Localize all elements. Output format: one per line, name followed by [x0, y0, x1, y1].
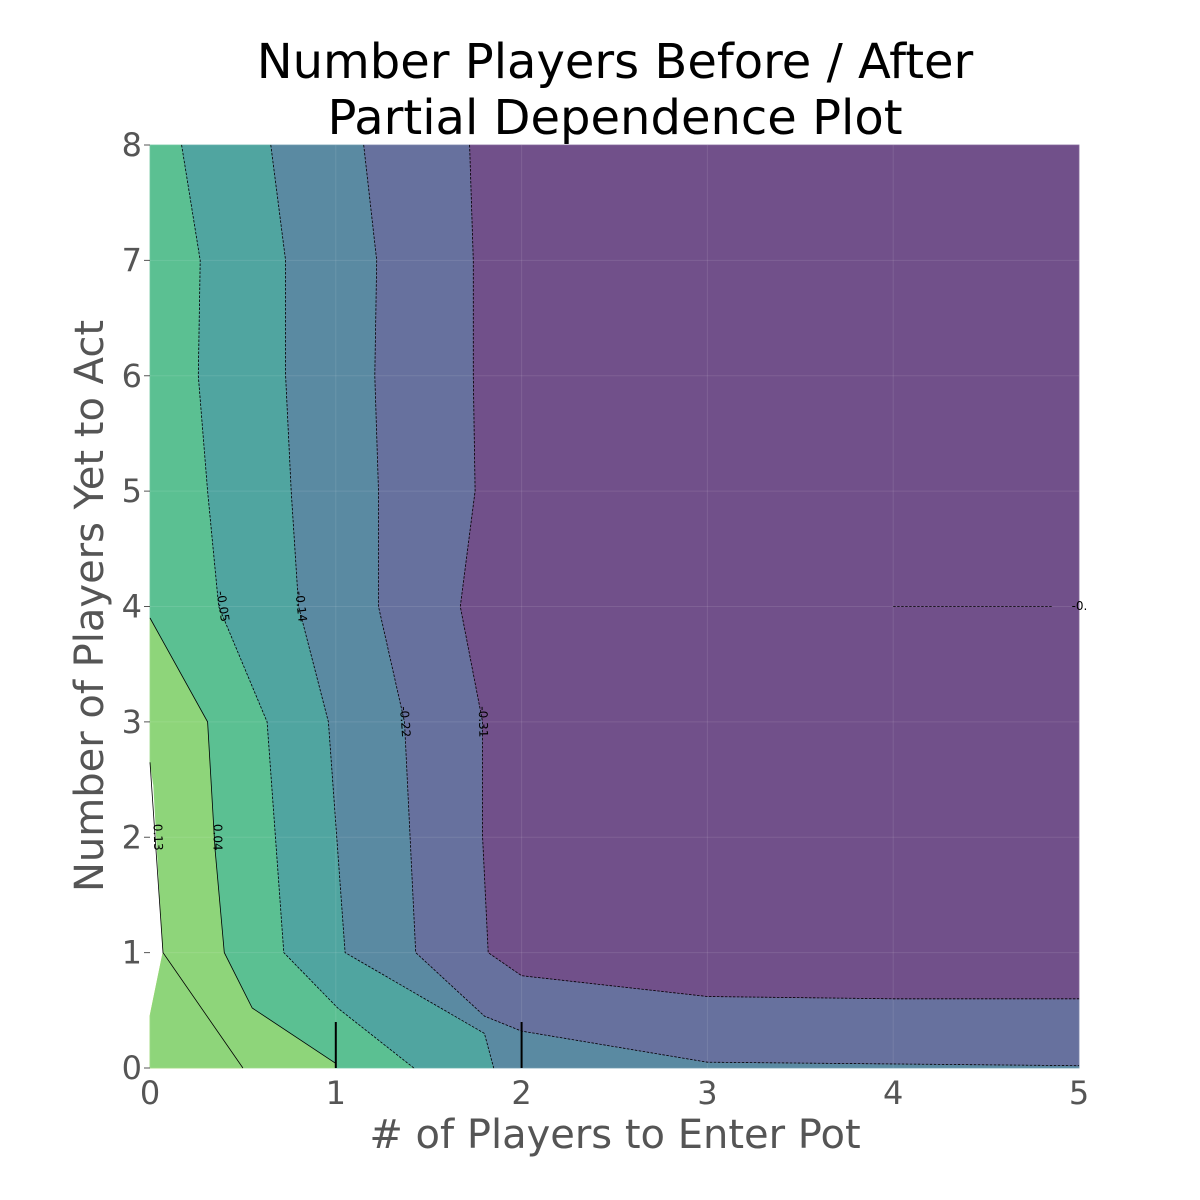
contour-region-6	[459, 144, 1080, 1000]
x-tick-label: 4	[883, 1074, 903, 1112]
contour-line-0	[149, 762, 244, 1069]
x-tick-label: 5	[1069, 1074, 1089, 1112]
contour-label: 0.13	[150, 824, 165, 851]
contour-label: -0.31	[476, 706, 491, 737]
contour-line-3	[270, 144, 495, 1069]
contour-lines	[149, 144, 1080, 1069]
x-ticks: 0 1 2 3 4 5	[140, 1074, 1089, 1112]
y-axis-label: Number of Players Yet to Act	[67, 320, 113, 892]
contour-label: -0.05	[214, 590, 232, 623]
y-tick-label: 7	[122, 241, 142, 279]
contour-label: -0.14	[292, 590, 309, 622]
y-tick-label: 5	[122, 472, 142, 510]
x-tick-label: 0	[140, 1074, 160, 1112]
chart-title-line-1: Number Players Before / After	[257, 34, 974, 90]
y-tick-label: 2	[122, 818, 142, 856]
contour-line-4	[363, 144, 1080, 1067]
y-tick-label: 1	[122, 934, 142, 972]
x-tick-label: 1	[326, 1074, 346, 1112]
contour-labels: 0.13 0.04 -0.05 -0.14 -0.22 -0.31 -0.	[150, 590, 1087, 851]
y-tick-label: 4	[122, 588, 142, 626]
x-tick-label: 3	[697, 1074, 717, 1112]
rug-ticks	[334, 1022, 523, 1068]
chart-title-line-2: Partial Dependence Plot	[327, 90, 902, 146]
contour-line-5	[459, 144, 1079, 1000]
contour-line-1	[149, 617, 337, 1064]
contour-label: 0.04	[210, 824, 224, 851]
contour-label: -0.22	[397, 706, 413, 738]
y-tick-label: 6	[122, 357, 142, 395]
y-tick-label: 0	[122, 1049, 142, 1087]
contour-fills	[149, 144, 1080, 1069]
y-tick-label: 8	[122, 126, 142, 164]
contour-label: -0.	[1072, 599, 1088, 613]
x-tick-label: 2	[511, 1074, 531, 1112]
y-tick-label: 3	[122, 703, 142, 741]
y-ticks: 0 1 2 3 4 5 6 7 8	[122, 126, 150, 1087]
x-axis-label: # of Players to Enter Pot	[369, 1112, 860, 1158]
